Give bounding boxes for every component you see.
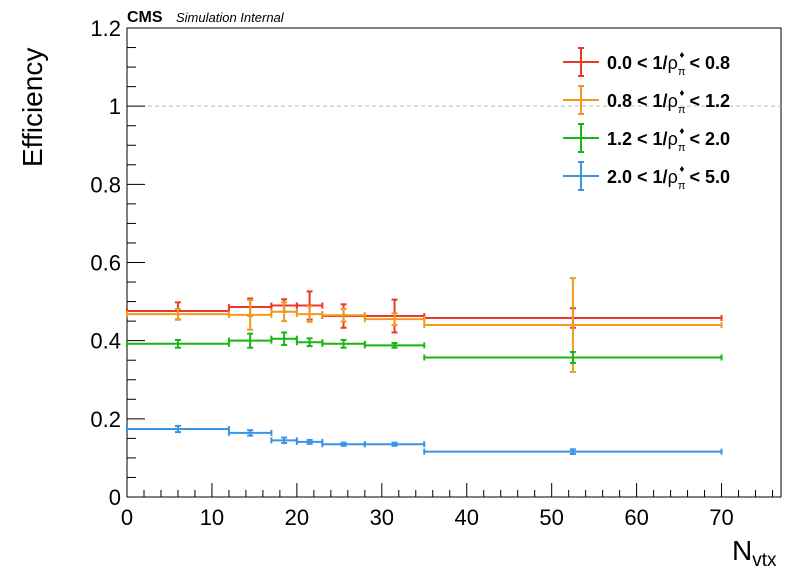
data-point [363, 441, 426, 448]
y-tick-label: 0 [109, 485, 121, 510]
series-3 [126, 331, 723, 364]
y-tick-labels: 0 0.2 0.4 0.6 0.8 1 1.2 [90, 16, 121, 510]
data-point [227, 299, 273, 331]
x-axis-title: Nvtx [732, 535, 777, 571]
status-label: Simulation Internal [176, 10, 285, 25]
x-tick-label: 40 [454, 505, 478, 530]
data-point [126, 424, 230, 434]
data-point [270, 436, 298, 445]
legend-entry: 0.0 < 1/ρπ♦ < 0.8 [563, 47, 730, 78]
y-tick-label: 1.2 [90, 16, 121, 41]
data-point [295, 337, 324, 348]
data-point [270, 331, 298, 346]
data-series [126, 277, 723, 456]
data-point [295, 438, 324, 445]
x-tick-labels: 0 10 20 30 40 50 60 70 [121, 505, 734, 530]
y-tick-label: 0.8 [90, 172, 121, 197]
x-tick-label: 10 [200, 505, 224, 530]
data-point [227, 332, 273, 349]
data-point [295, 305, 324, 323]
data-point [363, 312, 426, 327]
x-tick-label: 70 [709, 505, 733, 530]
experiment-label: CMS [127, 9, 163, 26]
data-point [227, 429, 273, 437]
series-2 [126, 277, 723, 373]
legend: 0.0 < 1/ρπ♦ < 0.8 0.8 < 1/ρπ♦ < 1.2 1.2 < … [563, 47, 730, 192]
x-tick-label: 60 [624, 505, 648, 530]
x-axis-title-sub: vtx [752, 550, 777, 571]
data-point [321, 338, 366, 349]
data-point [423, 448, 723, 456]
legend-label: 1.2 < 1/ρπ♦ < 2.0 [607, 126, 730, 154]
y-tick-label: 0.4 [90, 329, 121, 354]
y-tick-label: 0.6 [90, 251, 121, 276]
data-point [321, 441, 366, 448]
axis-ticks [126, 27, 774, 498]
x-tick-label: 20 [285, 505, 309, 530]
x-tick-label: 50 [539, 505, 563, 530]
data-point [126, 308, 230, 321]
data-point [321, 308, 366, 323]
x-tick-label: 0 [121, 505, 133, 530]
x-tick-label: 30 [370, 505, 394, 530]
series-4 [126, 424, 723, 456]
legend-entry: 2.0 < 1/ρπ♦ < 5.0 [563, 161, 730, 192]
legend-entry: 1.2 < 1/ρπ♦ < 2.0 [563, 123, 730, 154]
legend-label: 0.0 < 1/ρπ♦ < 0.8 [607, 50, 730, 78]
legend-entry: 0.8 < 1/ρπ♦ < 1.2 [563, 85, 730, 116]
legend-label: 2.0 < 1/ρπ♦ < 5.0 [607, 164, 730, 192]
y-tick-label: 0.2 [90, 407, 121, 432]
x-axis-title-main: N [732, 535, 752, 566]
legend-label: 0.8 < 1/ρπ♦ < 1.2 [607, 88, 730, 116]
y-axis-title: Efficiency [17, 48, 48, 167]
data-point [126, 338, 230, 349]
data-point [270, 301, 298, 323]
data-point [423, 351, 723, 364]
data-point [363, 342, 426, 349]
y-tick-label: 1 [109, 94, 121, 119]
